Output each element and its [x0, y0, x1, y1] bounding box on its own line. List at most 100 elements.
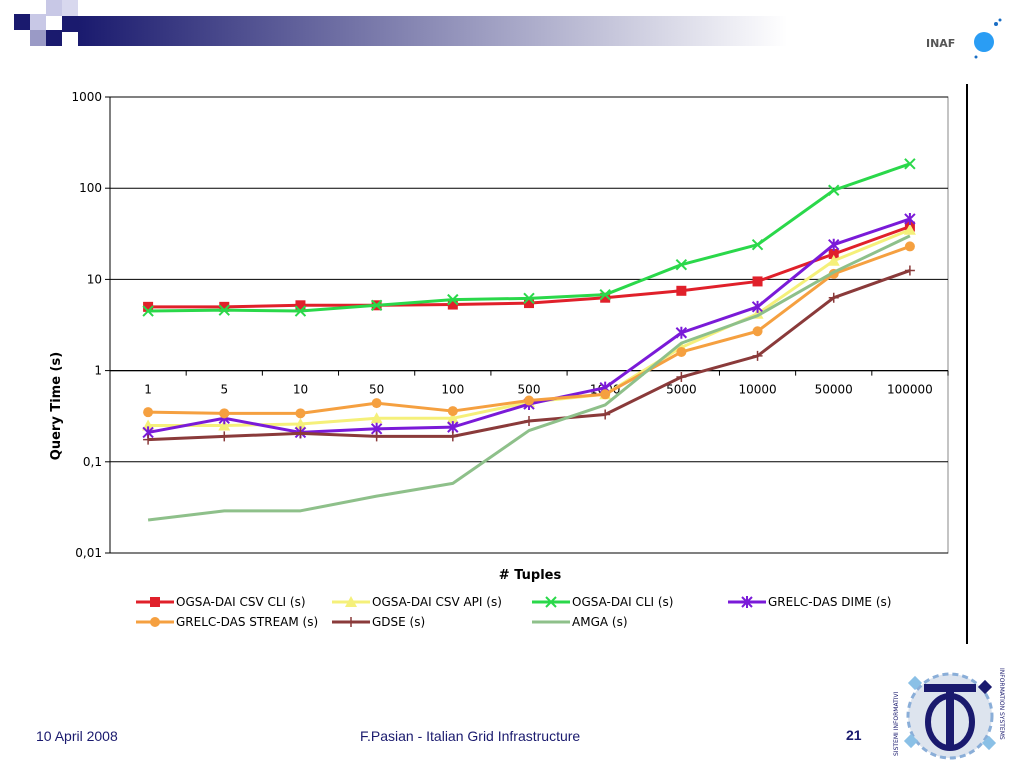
data-point [447, 293, 459, 306]
legend-label: AMGA (s) [572, 615, 628, 629]
data-point [676, 285, 687, 296]
legend-label: OGSA-DAI CSV API (s) [372, 595, 502, 609]
data-point [150, 597, 160, 607]
data-point [828, 292, 839, 303]
data-point [345, 596, 357, 607]
data-point [295, 300, 306, 311]
data-point [447, 299, 458, 310]
data-point [676, 372, 687, 383]
y-tick-label: 1 [94, 364, 102, 378]
y-tick-label: 0,1 [83, 455, 102, 469]
legend-entry: GDSE (s) [332, 615, 425, 629]
data-point [295, 408, 306, 419]
series-5 [143, 265, 915, 445]
x-tick-label: 1 [144, 383, 152, 397]
x-tick-label: 10000 [738, 383, 776, 397]
data-point [752, 276, 763, 287]
data-point [218, 419, 231, 431]
legend-entry: GRELC-DAS STREAM (s) [136, 615, 318, 629]
y-tick-label: 100 [79, 181, 102, 195]
legend-label: OGSA-DAI CSV CLI (s) [176, 595, 306, 609]
sistemi-informativi-logo: SISTEMI INFORMATIVI INFORMATION SYSTEMS [888, 664, 1008, 764]
x-axis-title: # Tuples [499, 568, 562, 583]
data-point [903, 223, 916, 235]
data-point [150, 617, 160, 627]
legend-label: GRELC-DAS DIME (s) [768, 595, 891, 609]
series-2 [142, 158, 916, 317]
data-point [370, 299, 383, 312]
data-point [675, 258, 688, 271]
x-tick-label: 500 [518, 383, 541, 397]
legend-entry: OGSA-DAI CSV CLI (s) [136, 595, 306, 609]
data-point [904, 265, 915, 276]
data-point [523, 292, 535, 305]
y-tick-label: 10 [87, 272, 102, 286]
x-tick-label: 50000 [815, 383, 853, 397]
data-point [447, 406, 458, 417]
inaf-logo-text: INAF [926, 37, 955, 50]
legend-label: GRELC-DAS STREAM (s) [176, 615, 318, 629]
data-point [599, 288, 611, 301]
x-tick-label: 10 [293, 383, 308, 397]
data-point [346, 617, 356, 627]
si-logo-right-text: INFORMATION SYSTEMS [998, 668, 1005, 740]
legend-entry: OGSA-DAI CLI (s) [532, 595, 673, 609]
legend-label: OGSA-DAI CLI (s) [572, 595, 673, 609]
data-point [143, 407, 154, 418]
legend-entry: AMGA (s) [532, 615, 628, 629]
si-logo-left-text: SISTEMI INFORMATIVI [893, 691, 900, 756]
data-point [827, 254, 840, 266]
y-axis-title: Query Time (s) [49, 352, 64, 460]
data-point [675, 326, 688, 339]
data-point [828, 248, 839, 259]
legend-entry: OGSA-DAI CSV API (s) [332, 595, 502, 609]
data-point [751, 239, 764, 251]
data-point [904, 241, 915, 252]
x-tick-label: 5 [220, 383, 228, 397]
data-point [447, 421, 459, 434]
footer-title: F.Pasian - Italian Grid Infrastructure [360, 728, 581, 744]
data-point [828, 238, 840, 251]
legend-entry: GRELC-DAS DIME (s) [728, 595, 891, 609]
data-point [600, 409, 611, 420]
data-point [741, 596, 753, 608]
data-point [524, 395, 534, 406]
plot-area [109, 96, 949, 554]
data-point [219, 408, 230, 419]
data-point [371, 398, 382, 409]
data-point [294, 417, 307, 429]
data-point [828, 184, 840, 196]
data-point [446, 412, 459, 424]
vertical-divider [966, 84, 968, 644]
x-tick-label: 5000 [666, 383, 697, 397]
series-6 [147, 234, 911, 522]
data-point [142, 305, 154, 317]
footer-date: 10 April 2008 [36, 728, 118, 744]
x-tick-label: 100000 [887, 383, 933, 397]
data-point [143, 301, 154, 312]
data-point [752, 350, 763, 361]
data-point [545, 596, 557, 608]
data-point [904, 158, 916, 170]
page-number: 21 [846, 727, 862, 743]
data-point [600, 389, 611, 400]
data-point [142, 419, 155, 431]
legend-label: GDSE (s) [372, 615, 425, 629]
data-point [219, 431, 230, 442]
data-point [524, 416, 534, 427]
data-point [371, 431, 382, 442]
data-point [751, 300, 764, 313]
data-point [904, 212, 916, 225]
top-decorative-band [14, 0, 1024, 46]
series-4 [143, 241, 915, 419]
data-point [600, 292, 611, 303]
data-point [219, 301, 230, 312]
inaf-logo: INAF [920, 12, 1010, 67]
data-point [295, 428, 306, 439]
data-point [143, 434, 154, 445]
data-point [752, 326, 763, 337]
data-point [524, 298, 534, 309]
data-point [294, 305, 307, 317]
data-point [218, 304, 230, 316]
